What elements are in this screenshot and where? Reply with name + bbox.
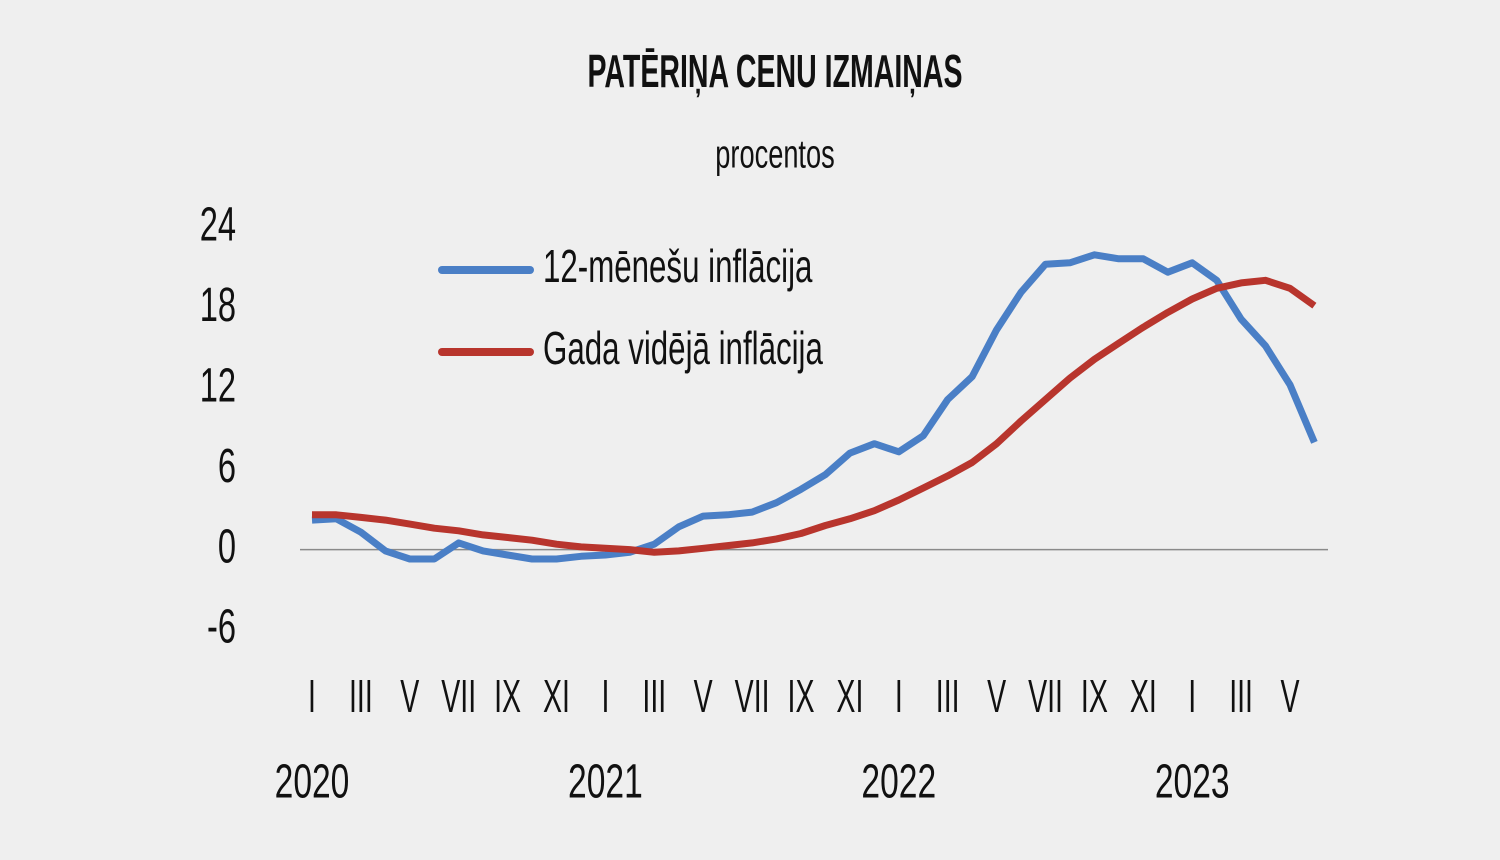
x-tick-label: XI [836, 671, 863, 723]
y-tick-label: -6 [207, 599, 236, 653]
legend-label: Gada vidējā inflācija [543, 323, 823, 374]
series-line [311, 251, 1318, 563]
y-tick-label: 6 [218, 439, 236, 493]
year-label: 2021 [568, 754, 643, 808]
series-line [312, 276, 1317, 556]
x-tick-label: IX [1081, 671, 1108, 723]
year-label: 2023 [1155, 754, 1230, 808]
x-tick-label: I [601, 671, 609, 723]
x-tick-label: V [1280, 671, 1299, 723]
y-tick-label: 18 [200, 278, 236, 332]
chart-title: PATĒRIŅA CENU IZMAIŅAS [588, 46, 963, 98]
x-tick-label: III [1229, 671, 1253, 723]
x-tick-label: V [987, 671, 1006, 723]
x-tick-label: XI [1130, 671, 1157, 723]
x-tick-label: VII [735, 671, 770, 723]
x-tick-label: IX [494, 671, 521, 723]
x-tick-label: VII [441, 671, 476, 723]
x-tick-label: V [694, 671, 713, 723]
x-tick-label: XI [543, 671, 570, 723]
x-tick-label: I [1188, 671, 1196, 723]
x-tick-label: III [349, 671, 373, 723]
x-tick-label: VII [1028, 671, 1063, 723]
x-tick-label: V [400, 671, 419, 723]
chart-subtitle: procentos [715, 132, 834, 176]
x-tick-label: III [642, 671, 666, 723]
legend-label: 12-mēnešu inflācija [543, 241, 813, 292]
year-label: 2020 [275, 754, 350, 808]
y-tick-label: 12 [200, 358, 236, 412]
x-tick-label: IX [788, 671, 815, 723]
year-label: 2022 [861, 754, 936, 808]
x-tick-label: I [895, 671, 903, 723]
x-tick-label: III [936, 671, 960, 723]
y-tick-label: 24 [200, 197, 236, 251]
x-tick-label: I [308, 671, 316, 723]
y-tick-label: 0 [218, 519, 236, 573]
